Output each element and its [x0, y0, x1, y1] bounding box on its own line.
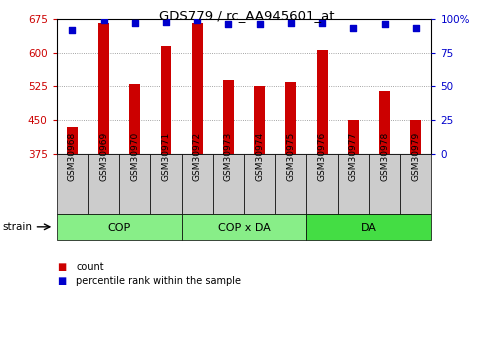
Text: GSM30977: GSM30977: [349, 131, 358, 181]
Point: [412, 26, 420, 31]
Point: [131, 20, 139, 26]
Point: [256, 22, 264, 27]
FancyBboxPatch shape: [244, 154, 275, 214]
Point: [318, 20, 326, 26]
FancyBboxPatch shape: [338, 154, 369, 214]
Text: GSM30970: GSM30970: [130, 131, 139, 181]
Bar: [223, 79, 234, 154]
Bar: [379, 91, 390, 154]
Point: [193, 18, 201, 23]
Point: [381, 22, 388, 27]
Text: GSM30978: GSM30978: [380, 131, 389, 181]
Text: strain: strain: [2, 222, 33, 232]
Bar: [410, 120, 421, 154]
FancyBboxPatch shape: [400, 154, 431, 214]
FancyBboxPatch shape: [57, 154, 88, 214]
Point: [100, 18, 107, 23]
Bar: [129, 84, 140, 154]
Text: GSM30969: GSM30969: [99, 131, 108, 181]
Text: GSM30979: GSM30979: [411, 131, 420, 181]
Text: GSM30968: GSM30968: [68, 131, 77, 181]
FancyBboxPatch shape: [181, 214, 307, 240]
Text: GDS779 / rc_AA945601_at: GDS779 / rc_AA945601_at: [159, 9, 334, 22]
Text: GSM30973: GSM30973: [224, 131, 233, 181]
Bar: [98, 23, 109, 154]
Text: ■: ■: [57, 263, 66, 272]
Text: percentile rank within the sample: percentile rank within the sample: [76, 276, 242, 286]
Point: [287, 20, 295, 26]
Point: [350, 26, 357, 31]
Text: GSM30974: GSM30974: [255, 131, 264, 181]
Bar: [348, 120, 359, 154]
FancyBboxPatch shape: [88, 154, 119, 214]
Text: COP x DA: COP x DA: [218, 223, 270, 233]
Bar: [161, 46, 172, 154]
Bar: [285, 82, 296, 154]
FancyBboxPatch shape: [369, 154, 400, 214]
FancyBboxPatch shape: [307, 214, 431, 240]
Text: DA: DA: [361, 223, 377, 233]
Point: [162, 19, 170, 24]
Text: count: count: [76, 263, 104, 272]
FancyBboxPatch shape: [150, 154, 181, 214]
FancyBboxPatch shape: [119, 154, 150, 214]
Bar: [317, 50, 327, 154]
FancyBboxPatch shape: [213, 154, 244, 214]
Point: [69, 27, 76, 32]
FancyBboxPatch shape: [275, 154, 307, 214]
Text: GSM30972: GSM30972: [193, 131, 202, 181]
Bar: [192, 23, 203, 154]
Text: ■: ■: [57, 276, 66, 286]
Text: GSM30976: GSM30976: [317, 131, 326, 181]
Bar: [67, 127, 78, 154]
Bar: [254, 86, 265, 154]
FancyBboxPatch shape: [307, 154, 338, 214]
FancyBboxPatch shape: [181, 154, 213, 214]
Text: COP: COP: [107, 223, 131, 233]
Text: GSM30971: GSM30971: [162, 131, 171, 181]
Point: [224, 22, 232, 27]
Text: GSM30975: GSM30975: [286, 131, 295, 181]
FancyBboxPatch shape: [57, 214, 181, 240]
